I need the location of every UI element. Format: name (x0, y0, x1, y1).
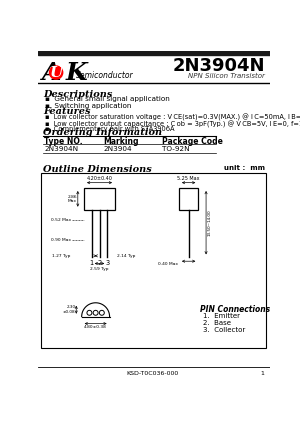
Text: 3.  Collector: 3. Collector (203, 327, 246, 333)
Text: Type NO.: Type NO. (44, 137, 83, 146)
Text: Features: Features (43, 107, 90, 116)
Text: 13.50~14.00: 13.50~14.00 (208, 210, 212, 236)
Text: 2N3904N: 2N3904N (44, 146, 79, 152)
Text: K: K (65, 60, 87, 85)
Text: Marking: Marking (103, 137, 139, 146)
Text: 1.  Emitter: 1. Emitter (203, 313, 240, 319)
Text: KSD-T0C036-000: KSD-T0C036-000 (126, 371, 178, 376)
Text: 2.86
Max: 2.86 Max (68, 195, 77, 203)
Text: 4.80±0.38: 4.80±0.38 (84, 325, 107, 329)
Bar (41, 173, 266, 348)
Text: 2.30
±0.08: 2.30 ±0.08 (63, 306, 76, 314)
Text: ▪  Low collector output capacitance : C ob = 3pF(Typ.) @ V CB=5V, I E=0, f=1MHz: ▪ Low collector output capacitance : C o… (45, 120, 300, 128)
Text: 1.27 Typ: 1.27 Typ (52, 254, 71, 258)
Text: ▪  General small signal application: ▪ General small signal application (45, 96, 170, 102)
Text: 2.14 Typ: 2.14 Typ (116, 254, 135, 258)
Bar (84, 188, 115, 210)
Text: 5.25 Max: 5.25 Max (177, 176, 200, 181)
Text: 2: 2 (98, 260, 102, 266)
Ellipse shape (50, 66, 63, 79)
Text: TO-92N: TO-92N (161, 146, 189, 152)
Text: 1: 1 (90, 260, 94, 266)
Text: ▪  Complementary pair with STA3906A: ▪ Complementary pair with STA3906A (45, 127, 175, 133)
Text: ▪  Low collector saturation voltage : V CE(sat)=0.3V(MAX.) @ I C=50mA, I B=5mA: ▪ Low collector saturation voltage : V C… (45, 114, 300, 122)
Text: 2N3904: 2N3904 (103, 146, 132, 152)
Text: Semiconductor: Semiconductor (76, 71, 134, 80)
Text: 4.20±0.40: 4.20±0.40 (87, 176, 112, 181)
Text: unit :  mm: unit : mm (224, 165, 266, 171)
Text: Outline Dimensions: Outline Dimensions (43, 165, 152, 174)
Text: 0.52 Max: 0.52 Max (51, 218, 71, 222)
Text: NPN Silicon Transistor: NPN Silicon Transistor (188, 73, 266, 79)
Text: 1: 1 (261, 371, 265, 376)
Bar (38, 51, 270, 55)
Text: A: A (42, 60, 62, 85)
Text: PIN Connections: PIN Connections (200, 305, 270, 314)
Text: Ordering Information: Ordering Information (43, 128, 162, 137)
Text: U: U (50, 65, 63, 79)
Text: 3: 3 (105, 260, 109, 266)
Text: 0.90 Max: 0.90 Max (51, 238, 71, 242)
Text: 2.59 Typ: 2.59 Typ (90, 266, 109, 271)
Text: Descriptions: Descriptions (43, 90, 112, 99)
Text: Package Code: Package Code (161, 137, 222, 146)
Text: 2N3904N: 2N3904N (173, 57, 266, 75)
Text: 0.40 Max: 0.40 Max (158, 262, 178, 266)
Bar (179, 188, 198, 210)
Text: 2.  Base: 2. Base (203, 320, 231, 326)
Text: ▪  Switching application: ▪ Switching application (45, 102, 132, 109)
